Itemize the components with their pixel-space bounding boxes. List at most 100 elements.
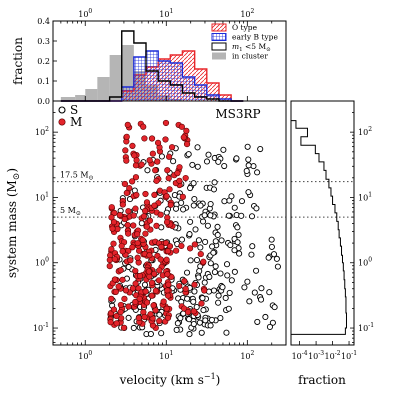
- point-M: [111, 256, 118, 263]
- point-M: [190, 308, 197, 315]
- point-S: [246, 298, 253, 305]
- legend-swatch: [212, 52, 226, 60]
- point-S: [183, 269, 191, 276]
- point-M: [117, 308, 124, 316]
- point-S: [212, 263, 219, 270]
- point-M: [179, 193, 186, 200]
- point-M: [162, 119, 170, 127]
- point-S: [212, 238, 219, 245]
- top-xtick-label-exp: 0: [88, 8, 92, 15]
- point-S: [223, 261, 231, 268]
- point-M: [136, 247, 143, 254]
- point-M: [108, 295, 115, 302]
- point-M: [145, 268, 153, 275]
- point-M: [108, 204, 115, 211]
- point-S: [241, 284, 248, 291]
- point-M: [122, 147, 129, 154]
- point-M: [113, 320, 120, 327]
- point-M: [142, 190, 149, 198]
- point-S: [197, 244, 204, 251]
- point-S: [158, 330, 165, 337]
- point-M: [135, 314, 142, 322]
- point-M: [151, 202, 158, 209]
- point-M: [121, 295, 128, 302]
- point-S: [245, 156, 252, 163]
- point-S: [187, 218, 194, 225]
- point-S: [172, 205, 180, 212]
- point-S: [244, 143, 251, 150]
- point-M: [155, 277, 163, 284]
- point-M: [143, 223, 150, 230]
- bar-blue-cross: [121, 87, 134, 101]
- point-S: [262, 313, 269, 321]
- point-S: [226, 289, 233, 296]
- ref-label-sun: ⊙: [89, 175, 94, 182]
- right-ytick-label: 101: [358, 191, 372, 202]
- point-M: [115, 283, 122, 290]
- bar-in-cluster: [85, 89, 98, 101]
- point-M: [163, 219, 171, 226]
- point-S: [210, 287, 217, 294]
- point-M: [152, 167, 159, 174]
- legend-label: in cluster: [232, 52, 268, 61]
- point-M: [134, 240, 141, 247]
- point-S: [196, 319, 203, 326]
- point-M: [126, 185, 133, 192]
- top-xtick-label-base: 10: [78, 10, 88, 19]
- point-M: [191, 241, 198, 248]
- point-M: [133, 157, 140, 164]
- point-M: [183, 140, 191, 148]
- point-S: [266, 289, 273, 296]
- point-M: [107, 319, 114, 326]
- point-S: [209, 243, 216, 250]
- top-xtick-label: 100: [78, 8, 92, 19]
- point-S: [245, 162, 252, 169]
- point-S: [203, 158, 211, 165]
- point-S: [269, 319, 276, 326]
- point-M: [165, 175, 172, 182]
- reference-line-label: 5 M⊙: [60, 206, 81, 217]
- point-M: [191, 281, 198, 288]
- point-S: [248, 213, 256, 220]
- point-S: [130, 324, 137, 332]
- main-xtick-label-exp: 2: [251, 350, 255, 357]
- point-M: [174, 170, 181, 177]
- point-S: [207, 201, 214, 208]
- point-M: [129, 178, 136, 185]
- point-S: [228, 277, 235, 284]
- point-S: [219, 284, 226, 291]
- point-S: [218, 237, 225, 244]
- main-ytick-label-base: 10: [33, 324, 43, 333]
- point-S: [189, 161, 196, 168]
- right-xtick-label-exp: -4: [302, 350, 308, 357]
- main-ylabel-text: system mass (M: [5, 180, 19, 278]
- point-S: [194, 144, 201, 151]
- point-S: [227, 242, 234, 249]
- point-M: [148, 279, 156, 286]
- point-M: [165, 281, 172, 288]
- point-S: [199, 295, 206, 302]
- point-S: [211, 269, 218, 276]
- point-S: [208, 316, 215, 323]
- point-M: [134, 254, 141, 261]
- right-ytick-label-base: 10: [358, 259, 368, 268]
- point-M: [132, 205, 139, 212]
- top-xtick-label: 101: [159, 8, 173, 19]
- point-S: [202, 317, 209, 324]
- top-ylabel: fraction: [11, 37, 25, 85]
- main-xlabel-sup: −1: [204, 372, 216, 381]
- main-xtick-label: 101: [159, 350, 173, 361]
- point-M: [158, 243, 165, 250]
- main-ytick-label-exp: 2: [45, 126, 49, 133]
- point-M: [129, 285, 137, 292]
- point-M: [132, 298, 139, 306]
- right-xtick-label-base: 10: [308, 352, 318, 361]
- point-S: [186, 316, 193, 323]
- right-xlabel: fraction: [298, 373, 346, 387]
- point-M: [125, 303, 132, 310]
- point-M: [125, 230, 132, 237]
- point-M: [157, 211, 164, 218]
